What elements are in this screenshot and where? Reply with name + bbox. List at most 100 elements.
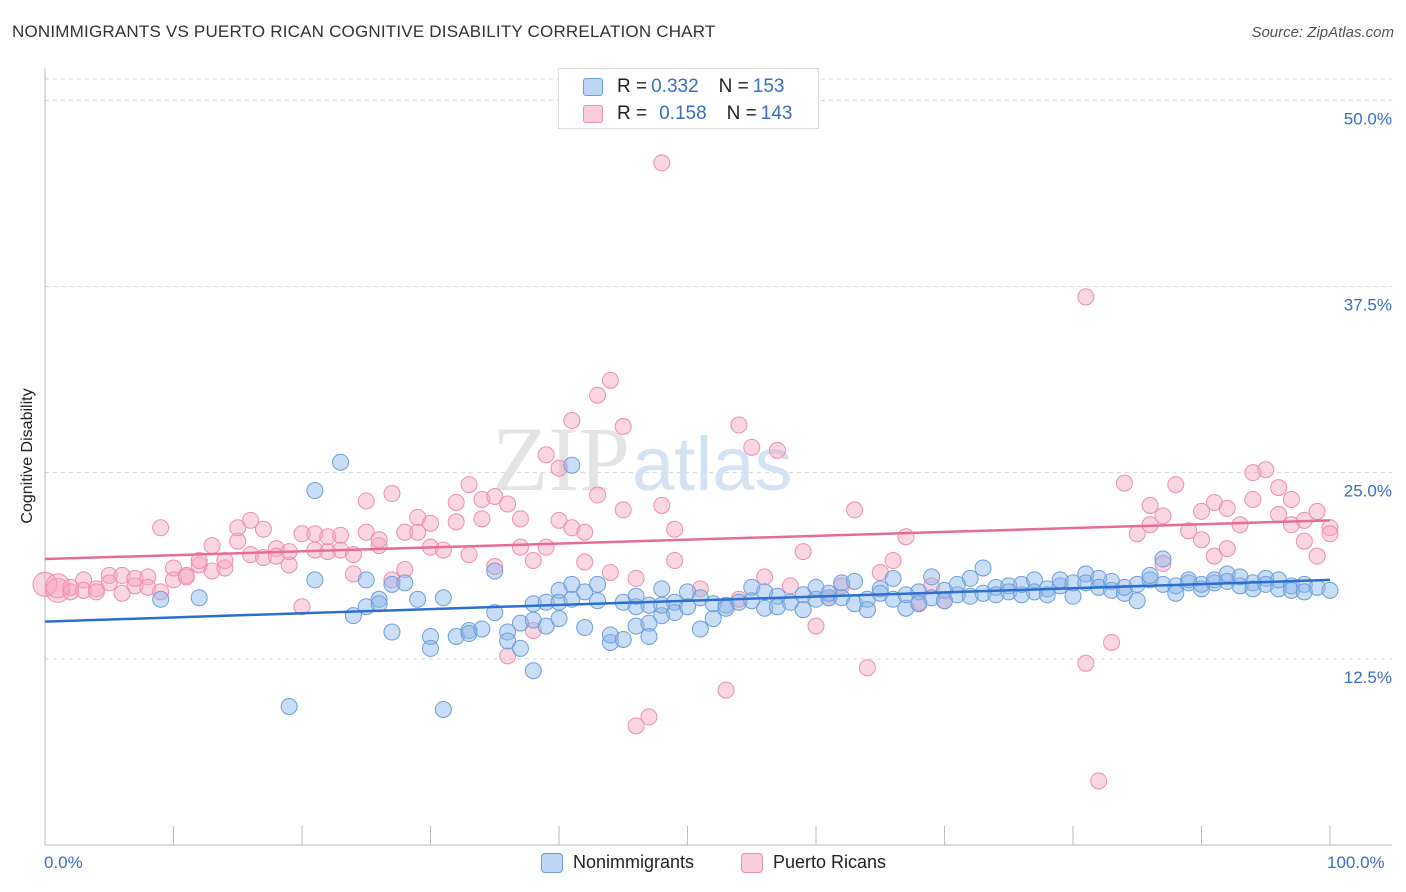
data-point <box>499 647 517 665</box>
series-legend: Nonimmigrants Puerto Ricans <box>0 852 1406 878</box>
y-tick-label: 12.5% <box>1344 668 1392 687</box>
data-point <box>794 601 812 619</box>
data-point <box>858 601 876 619</box>
legend-r-label: R = <box>617 103 648 124</box>
legend-item-puerto-ricans[interactable]: Puerto Ricans <box>741 852 886 873</box>
data-point <box>486 604 504 622</box>
data-point <box>1025 571 1043 589</box>
data-point <box>1321 581 1339 599</box>
data-point <box>152 590 170 608</box>
data-point <box>807 617 825 635</box>
data-point <box>1270 479 1288 497</box>
data-point <box>306 482 324 500</box>
data-point <box>229 532 247 550</box>
data-point <box>1295 532 1313 550</box>
data-point <box>177 568 195 586</box>
data-point <box>550 511 568 529</box>
data-point <box>203 537 221 555</box>
data-point <box>537 446 555 464</box>
data-point <box>242 511 260 529</box>
data-point <box>460 476 478 494</box>
legend-r-value: 0.332 <box>651 76 699 97</box>
y-tick-labels: 12.5% 25.0% 37.5% 50.0% <box>1344 109 1392 686</box>
data-point <box>1295 583 1313 601</box>
legend-r-value: 0.158 <box>659 103 707 124</box>
data-point <box>280 697 298 715</box>
data-point <box>1218 565 1236 583</box>
data-point <box>871 580 889 598</box>
data-point <box>293 598 311 616</box>
data-point <box>1321 519 1339 537</box>
data-point <box>511 614 529 632</box>
data-point <box>1244 490 1262 508</box>
data-point <box>396 560 414 578</box>
data-point <box>601 626 619 644</box>
data-point <box>524 595 542 613</box>
data-point <box>601 371 619 389</box>
data-point <box>1231 516 1249 534</box>
data-point <box>1180 522 1198 540</box>
data-point <box>75 581 93 599</box>
y-tick-label: 25.0% <box>1344 482 1392 501</box>
data-point <box>383 623 401 641</box>
data-point <box>1090 772 1108 790</box>
data-point <box>743 438 761 456</box>
data-point <box>601 563 619 581</box>
data-point <box>1115 474 1133 492</box>
data-point <box>1282 490 1300 508</box>
data-point <box>357 571 375 589</box>
data-point <box>511 510 529 528</box>
trend-line-nonimmigrants <box>44 578 1331 623</box>
data-point <box>1257 461 1275 479</box>
data-point <box>550 610 568 628</box>
data-point <box>640 627 658 645</box>
data-point <box>653 154 671 172</box>
data-point <box>422 514 439 532</box>
data-point <box>511 538 529 556</box>
data-point <box>653 496 671 514</box>
data-point <box>152 519 170 537</box>
data-point <box>383 485 401 503</box>
data-point <box>884 569 902 587</box>
data-point <box>370 531 388 549</box>
data-point <box>1103 633 1121 651</box>
legend-item-nonimmigrants[interactable]: Nonimmigrants <box>541 852 694 873</box>
data-point <box>1025 583 1043 601</box>
legend-swatch-pink <box>583 105 603 123</box>
data-point <box>1218 499 1236 517</box>
data-point <box>704 610 722 628</box>
source-label: Source: ZipAtlas.com <box>1251 24 1394 41</box>
data-point <box>383 571 401 589</box>
y-tick-label: 50.0% <box>1344 109 1392 128</box>
data-point <box>332 453 350 471</box>
data-point <box>113 566 131 584</box>
data-point <box>858 659 876 677</box>
data-point <box>679 598 696 616</box>
data-point <box>32 571 58 597</box>
data-point <box>768 441 786 459</box>
data-point <box>473 490 491 508</box>
data-point <box>550 459 568 477</box>
data-point <box>923 568 941 586</box>
data-point <box>1193 531 1210 549</box>
data-point <box>717 681 735 699</box>
legend-label: Nonimmigrants <box>573 852 695 872</box>
data-point <box>1270 505 1288 523</box>
data-point <box>627 569 645 587</box>
data-point <box>576 583 594 601</box>
data-point <box>1077 288 1095 306</box>
data-point <box>794 543 812 561</box>
data-point <box>1141 571 1159 589</box>
data-point <box>1141 566 1159 584</box>
data-point <box>216 559 234 577</box>
data-point <box>280 556 298 574</box>
data-point <box>563 456 581 474</box>
legend-row-nonimmigrants: R = 0.332 N = 153 <box>583 75 784 99</box>
data-point <box>1244 464 1262 482</box>
data-point <box>1077 565 1095 583</box>
data-point <box>409 590 427 608</box>
data-point <box>1308 547 1326 565</box>
data-point <box>165 571 182 589</box>
data-point <box>332 526 350 544</box>
data-point <box>434 589 452 607</box>
